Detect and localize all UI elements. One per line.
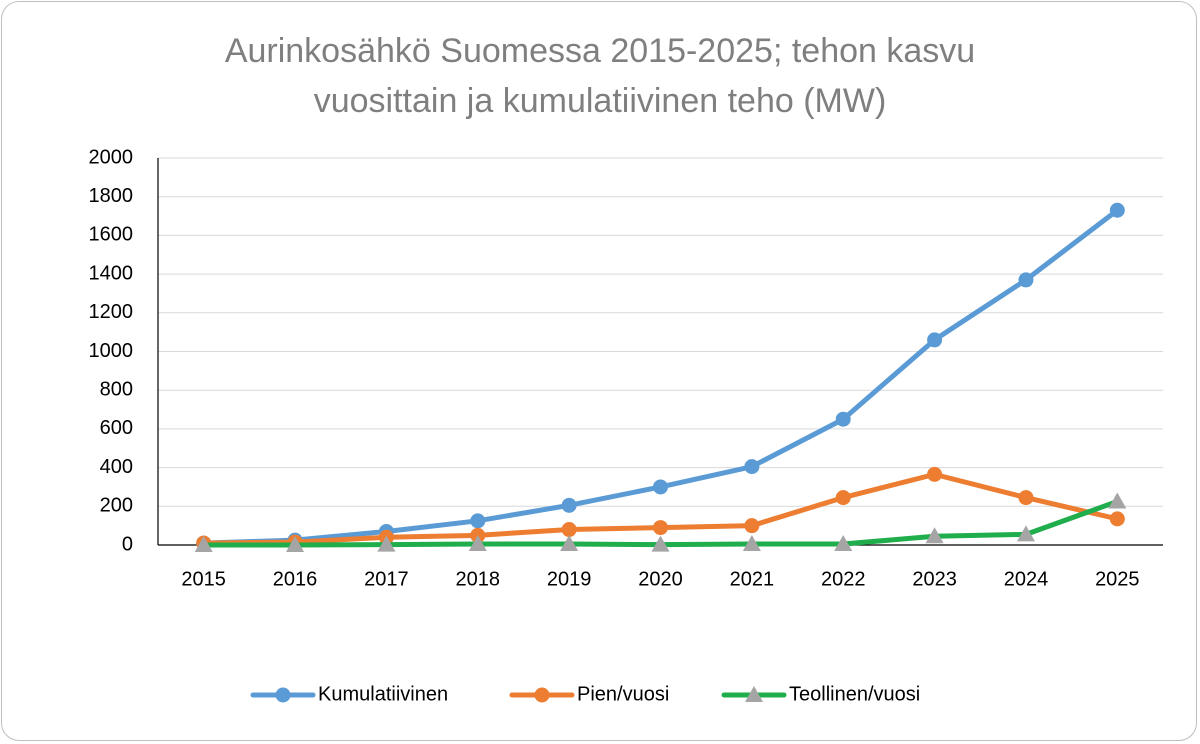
- x-tick-label: 2025: [1095, 568, 1140, 590]
- marker: [534, 687, 550, 703]
- marker: [561, 522, 577, 538]
- x-tick-label: 2020: [638, 568, 683, 590]
- marker: [927, 466, 943, 482]
- x-tick-label: 2016: [273, 568, 318, 590]
- y-tick-label: 600: [100, 417, 133, 439]
- marker: [835, 411, 851, 427]
- y-tick-label: 1800: [89, 185, 134, 207]
- marker: [560, 535, 579, 552]
- y-tick-label: 2000: [89, 146, 134, 168]
- marker: [561, 497, 577, 513]
- legend-label: Pien/vuosi: [577, 683, 669, 705]
- marker: [1109, 202, 1125, 218]
- marker: [744, 459, 760, 475]
- marker: [925, 527, 944, 544]
- marker: [834, 535, 853, 552]
- marker: [742, 535, 761, 552]
- legend-label: Teollinen/vuosi: [789, 683, 920, 705]
- y-tick-label: 400: [100, 456, 133, 478]
- marker: [275, 687, 291, 703]
- y-tick-label: 1400: [89, 262, 134, 284]
- y-tick-label: 0: [122, 533, 133, 555]
- marker: [1018, 272, 1034, 288]
- x-tick-label: 2022: [821, 568, 866, 590]
- marker: [468, 535, 487, 552]
- marker: [1018, 490, 1034, 506]
- marker: [194, 536, 213, 552]
- y-tick-label: 200: [100, 495, 133, 517]
- y-tick-label: 1200: [89, 301, 134, 323]
- marker: [470, 513, 486, 529]
- y-tick-label: 800: [100, 378, 133, 400]
- x-tick-label: 2021: [730, 568, 775, 590]
- x-tick-label: 2019: [547, 568, 592, 590]
- legend-label: Kumulatiivinen: [318, 683, 448, 705]
- marker: [377, 535, 396, 552]
- marker: [927, 332, 943, 348]
- chart-title: Aurinkosähkö Suomessa 2015-2025; tehon k…: [224, 32, 976, 120]
- marker: [651, 535, 670, 552]
- marker: [1108, 492, 1127, 509]
- x-tick-label: 2017: [364, 568, 409, 590]
- x-tick-label: 2023: [912, 568, 957, 590]
- x-tick-label: 2024: [1004, 568, 1049, 590]
- marker: [653, 520, 668, 536]
- marker: [1109, 511, 1125, 527]
- marker: [286, 536, 305, 552]
- x-tick-label: 2015: [181, 568, 226, 590]
- marker: [745, 686, 763, 702]
- marker: [744, 518, 760, 534]
- y-tick-label: 1600: [89, 224, 134, 246]
- marker: [653, 479, 668, 495]
- marker: [1016, 525, 1035, 542]
- marker: [835, 490, 851, 506]
- x-tick-label: 2018: [456, 568, 501, 590]
- y-tick-label: 1000: [89, 340, 134, 362]
